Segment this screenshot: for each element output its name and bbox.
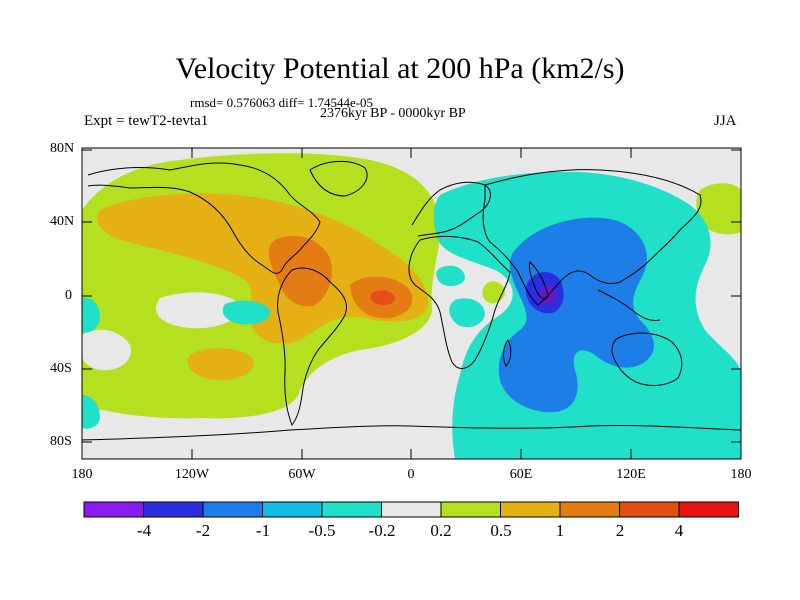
lat-label-40s: 40S: [50, 361, 72, 376]
negative-patch-southwestedge: [82, 395, 100, 429]
colorbar-label: -0.5: [308, 521, 336, 540]
plot-title: Velocity Potential at 200 hPa (km2/s): [175, 52, 625, 85]
colorbar-box: [440, 501, 501, 518]
colorbar-box: [500, 501, 561, 518]
colorbar-box: [321, 501, 382, 518]
lon-label-120w: 120W: [174, 467, 210, 482]
experiment-label: Expt = tewT2-tevta1: [84, 113, 209, 129]
colorbar-label: 2: [615, 521, 625, 540]
negative-patch-westpacific: [436, 265, 465, 286]
colorbar-box: [202, 501, 263, 518]
colorbar-label: 1: [555, 521, 565, 540]
lon-label-60w: 60W: [288, 467, 316, 482]
neutral-hole-pacific: [156, 292, 241, 329]
colorbar-box: [559, 501, 620, 518]
colorbar-box: [619, 501, 680, 518]
coast-se-asia: [597, 289, 661, 321]
lon-label-0: 0: [407, 467, 415, 482]
lat-label-80s: 80S: [50, 434, 72, 449]
colorbar-box: [381, 501, 442, 518]
colorbar-label: 0.2: [430, 521, 452, 540]
coast-south-america: [277, 267, 347, 426]
negative-region-blue1: [498, 217, 655, 413]
coast-antarctica: [82, 424, 741, 441]
colorbar-label: -2: [195, 521, 211, 540]
coast-australia: [611, 332, 683, 386]
lon-label-180w: 180: [71, 467, 93, 482]
colorbar-label: 0.5: [490, 521, 512, 540]
coast-north-america: [87, 162, 321, 274]
colorbar-box: [678, 501, 739, 518]
coast-madagascar: [503, 339, 512, 367]
negative-patch-tropicalpacific: [222, 300, 271, 325]
lat-label-40n: 40N: [50, 214, 75, 229]
positive-patch-northpacific: [696, 183, 741, 235]
coastlines: [82, 161, 741, 441]
coast-africa: [408, 235, 511, 369]
lat-label-80n: 80N: [50, 141, 75, 156]
colorbar-box: [262, 501, 323, 518]
colorbar-label: -4: [136, 521, 152, 540]
contour-field: [82, 148, 741, 459]
colorbar-box: [83, 501, 144, 518]
axis-ticks: [82, 148, 741, 459]
positive-region-orange1: [96, 193, 429, 344]
coast-europe: [411, 181, 491, 237]
lon-label-180e: 180: [730, 467, 752, 482]
lon-label-60e: 60E: [509, 467, 533, 482]
lon-label-120e: 120E: [616, 467, 646, 482]
positive-patch-eastafrica: [482, 281, 506, 304]
neutral-hole-southpacific: [82, 329, 131, 371]
colorbar-label: -1: [255, 521, 271, 540]
positive-core-red: [370, 290, 396, 306]
rmsd-diff-stats: rmsd= 0.576063 diff= 1.74544e-05: [190, 95, 374, 110]
coast-asia: [482, 169, 702, 306]
season-label: JJA: [714, 113, 737, 129]
coast-india: [529, 261, 549, 300]
colorbar-box: [143, 501, 204, 518]
negative-patch-westedge: [82, 297, 100, 333]
period-label: 2376kyr BP - 0000kyr BP: [320, 106, 466, 121]
colorbar-label: -0.2: [368, 521, 396, 540]
lat-label-0: 0: [65, 288, 72, 303]
negative-core-purple: [538, 285, 556, 305]
negative-patch-southatlantic: [449, 298, 485, 328]
colorbar: [83, 501, 739, 518]
positive-region-orange1-south: [187, 348, 254, 381]
coast-greenland: [309, 161, 368, 197]
positive-region-orange2: [268, 235, 332, 307]
colorbar-label: 4: [674, 521, 684, 540]
